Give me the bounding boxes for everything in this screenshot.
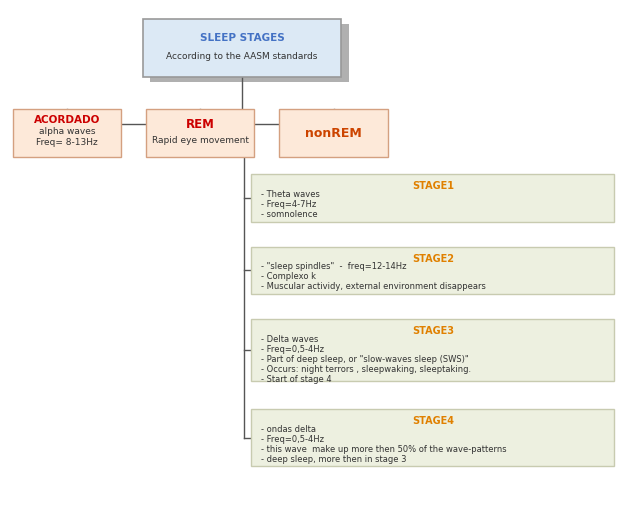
Text: nonREM: nonREM bbox=[305, 127, 362, 140]
FancyBboxPatch shape bbox=[251, 175, 614, 222]
Text: - Start of stage 4: - Start of stage 4 bbox=[261, 374, 331, 383]
Text: STAGE3: STAGE3 bbox=[412, 325, 454, 335]
Text: STAGE1: STAGE1 bbox=[412, 181, 454, 191]
Text: - somnolence: - somnolence bbox=[261, 210, 317, 218]
Text: - Muscular actividy, external environment disappears: - Muscular actividy, external environmen… bbox=[261, 282, 486, 291]
Text: Freq= 8-13Hz: Freq= 8-13Hz bbox=[36, 138, 97, 147]
Text: - Freq=0,5-4Hz: - Freq=0,5-4Hz bbox=[261, 434, 323, 443]
Text: REM: REM bbox=[185, 118, 215, 131]
Text: - deep sleep, more then in stage 3: - deep sleep, more then in stage 3 bbox=[261, 454, 406, 463]
FancyBboxPatch shape bbox=[251, 247, 614, 294]
FancyBboxPatch shape bbox=[13, 110, 121, 157]
Text: - Part of deep sleep, or "slow-waves sleep (SWS)": - Part of deep sleep, or "slow-waves sle… bbox=[261, 354, 468, 363]
Text: - ondas delta: - ondas delta bbox=[261, 424, 316, 433]
FancyBboxPatch shape bbox=[150, 25, 349, 82]
Text: ACORDADO: ACORDADO bbox=[34, 115, 100, 125]
Text: - Theta waves: - Theta waves bbox=[261, 190, 320, 199]
FancyBboxPatch shape bbox=[146, 110, 254, 157]
FancyBboxPatch shape bbox=[143, 20, 341, 77]
Text: - Complexo k: - Complexo k bbox=[261, 272, 316, 281]
Text: STAGE2: STAGE2 bbox=[412, 253, 454, 263]
Text: According to the AASM standards: According to the AASM standards bbox=[166, 52, 318, 61]
Text: - "sleep spindles"  -  freq=12-14Hz: - "sleep spindles" - freq=12-14Hz bbox=[261, 262, 406, 271]
FancyBboxPatch shape bbox=[251, 409, 614, 466]
FancyBboxPatch shape bbox=[279, 110, 388, 157]
Text: - Freq=0,5-4Hz: - Freq=0,5-4Hz bbox=[261, 344, 323, 353]
Text: - Occurs: night terrors , sleepwaking, sleeptaking.: - Occurs: night terrors , sleepwaking, s… bbox=[261, 364, 471, 373]
Text: alpha waves: alpha waves bbox=[39, 127, 95, 135]
Text: - Freq=4-7Hz: - Freq=4-7Hz bbox=[261, 200, 316, 209]
FancyBboxPatch shape bbox=[251, 319, 614, 382]
Text: - this wave  make up more then 50% of the wave-patterns: - this wave make up more then 50% of the… bbox=[261, 444, 506, 453]
Text: - Delta waves: - Delta waves bbox=[261, 334, 318, 343]
Text: SLEEP STAGES: SLEEP STAGES bbox=[199, 33, 284, 43]
Text: STAGE4: STAGE4 bbox=[412, 415, 454, 425]
Text: Rapid eye movement: Rapid eye movement bbox=[152, 136, 249, 145]
